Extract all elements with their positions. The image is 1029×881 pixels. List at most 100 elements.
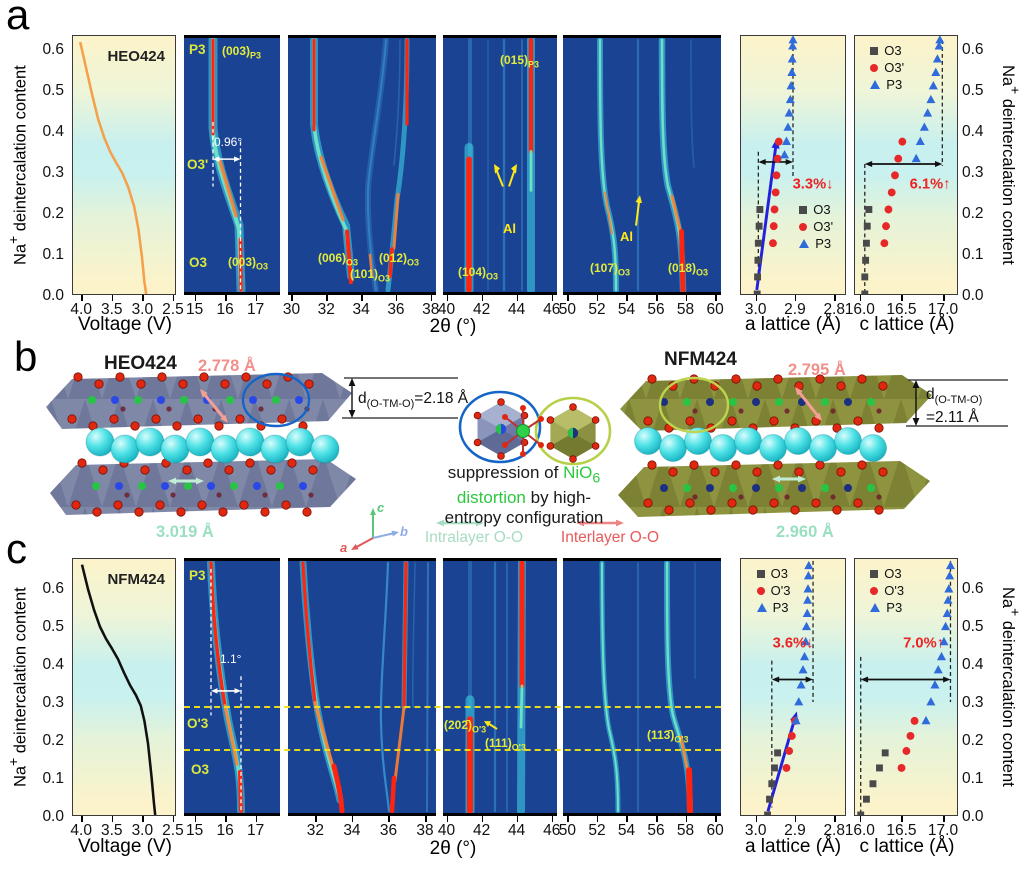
axis-b-label: b (400, 524, 408, 539)
x-tick-label: 38 (416, 822, 434, 839)
x-tick-label: 42 (472, 301, 491, 318)
x-tick-label: 56 (647, 301, 665, 318)
xrd-panel-a4: (107)O3 Al (018)O3 (563, 35, 721, 295)
x-tick-mark (596, 816, 599, 822)
y-tick-label: 0.4 (42, 656, 64, 674)
x-tick-label: 32 (317, 301, 335, 318)
y-tick-label: 0.6 (962, 41, 984, 59)
x-tick-mark (794, 295, 797, 301)
x-tick-label: 36 (387, 301, 405, 318)
legend-marker-triangle (799, 239, 810, 249)
y-tick-label: 0.3 (42, 694, 64, 712)
x-tick-label: 17.0 (927, 822, 959, 839)
al-label-a4: Al (620, 229, 633, 244)
x-tick-label: 3.5 (100, 301, 123, 318)
y-tick-label: 0.2 (962, 205, 984, 223)
y-tick-label: 0.0 (962, 287, 984, 304)
x-tick-label: 54 (617, 822, 636, 839)
x-tick-mark (626, 816, 628, 822)
x-tick-mark (567, 816, 569, 822)
legend-label: P3 (772, 600, 789, 616)
voltage-axis-title-a: Voltage (V) (78, 314, 172, 335)
y-tick-label: 0.4 (962, 123, 984, 141)
x-tick-label: 16.5 (886, 301, 917, 318)
x-tick-mark (111, 295, 114, 301)
x-tick-label: 58 (676, 822, 695, 839)
y-tick-label: 0.0 (962, 808, 984, 825)
structure-title-nfm424: NFM424 (664, 349, 737, 370)
x-tick-mark (291, 295, 293, 301)
legend-marker-square (799, 205, 808, 214)
x-tick-label: 16.0 (844, 822, 875, 839)
x-tick-label: 34 (343, 822, 361, 839)
x-tick-mark (351, 816, 354, 822)
phase-label-o3: O3 (189, 255, 208, 270)
angle-label-a1: 0.96° (214, 135, 243, 149)
x-tick-label: 15 (186, 301, 204, 318)
y-tick-label: 0.3 (962, 694, 984, 712)
y-tick-label: 0.5 (962, 82, 984, 100)
angle-label-c1: 1.1° (220, 652, 242, 666)
x-tick-mark (446, 295, 448, 301)
a-lattice-axis-title-a: a lattice (Å) (744, 314, 842, 335)
structure-art (46, 372, 1008, 550)
x-tick-label: 56 (647, 822, 665, 839)
x-tick-label: 3.0 (131, 301, 154, 318)
x-tick-label: 30 (282, 301, 301, 318)
xrd-a4-streaks (597, 38, 695, 292)
y-tick-label: 0.5 (42, 618, 64, 636)
legend-label: P3 (886, 600, 903, 616)
axis-c-label: c (377, 500, 385, 515)
phase-label-p3: P3 (189, 42, 206, 57)
c-lattice-axis-title-a: c lattice (Å) (859, 314, 955, 335)
y-tick-label: 0.1 (42, 246, 64, 264)
two-theta-axis-title-a: 2θ (°) (429, 316, 477, 337)
x-tick-mark (194, 816, 197, 822)
legend: O3 O'3 P3 (756, 565, 790, 616)
y-tick-label: 0.4 (42, 123, 64, 141)
x-tick-mark (626, 295, 628, 301)
xrd-a2-streaks (310, 38, 410, 292)
legend-marker-triangle (870, 80, 881, 90)
x-tick-mark (142, 816, 144, 822)
c-lattice-plot-nfm424: 7.0%↑ O3 O'3 P3 (854, 558, 958, 816)
x-tick-label: 3.0 (131, 822, 154, 839)
xrd-panel-c1: P3 1.1° O'3 O3 (184, 558, 280, 816)
y-tick-label: 0.2 (42, 205, 64, 223)
y-tick-label: 0.4 (962, 656, 984, 674)
x-tick-mark (596, 295, 599, 301)
x-tick-mark (111, 816, 114, 822)
x-tick-mark (516, 816, 519, 822)
x-tick-label: 36 (379, 822, 398, 839)
peak-label-018o3: (018)O3 (668, 261, 709, 278)
x-tick-mark (326, 295, 328, 301)
peak-label-015p3: (015)P3 (500, 53, 540, 70)
legend-label: O3 (884, 566, 902, 582)
x-tick-mark (755, 816, 758, 822)
legend-marker-triangle (756, 603, 767, 613)
x-tick-label: 50 (558, 301, 577, 318)
ylabel-right-c: Na+ deintercalation content (999, 587, 1023, 787)
x-tick-mark (516, 295, 519, 301)
x-tick-label: 17 (246, 822, 265, 839)
x-tick-mark (715, 295, 717, 301)
x-tick-mark (388, 816, 390, 822)
x-tick-label: 2.9 (784, 822, 806, 839)
x-tick-mark (255, 295, 258, 301)
y-tick-label: 0.5 (42, 82, 64, 100)
x-tick-mark (172, 295, 175, 301)
peak-label-003p3: (003)P3 (222, 44, 262, 61)
phase-label-oprime3: O'3 (187, 716, 209, 731)
x-tick-label: 46 (543, 301, 561, 318)
x-tick-mark (315, 816, 317, 822)
xrd-panel-a1: P3 O3' O3 (003)P3 (003)O3 0.96° (184, 35, 280, 295)
x-tick-label: 54 (617, 301, 636, 318)
svg-text:3.3%↓: 3.3%↓ (793, 176, 834, 192)
d-otmo-label-heo424: d(O-TM-O)=2.18 Å (358, 390, 469, 411)
x-tick-label: 3.5 (100, 822, 123, 839)
xrd-panel-a2: (006)O3 (101)O3 (012)O3 (288, 35, 436, 295)
y-tick-label: 0.6 (42, 580, 64, 598)
legend-label: O3 (884, 43, 902, 59)
y-tick-label: 0.1 (962, 770, 984, 788)
